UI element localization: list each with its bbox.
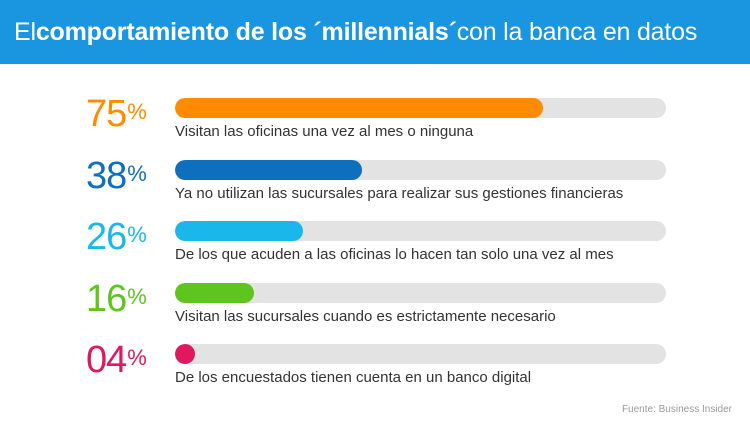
value-label: 04% bbox=[86, 338, 147, 382]
bar-row-04: 04% De los encuestados tienen cuenta en u… bbox=[0, 339, 750, 394]
value-number: 75 bbox=[86, 93, 127, 135]
bar-track bbox=[175, 159, 666, 180]
bar-description: De los encuestados tienen cuenta en un b… bbox=[175, 369, 532, 386]
bar-description: Visitan las oficinas una vez al mes o ni… bbox=[175, 123, 474, 140]
bar-track bbox=[175, 344, 666, 364]
bar-description: De los que acuden a las oficinas lo hace… bbox=[175, 246, 614, 263]
bar-track bbox=[175, 221, 666, 241]
value-number: 16 bbox=[86, 277, 127, 320]
bar-fill bbox=[175, 98, 544, 118]
percent-sign: % bbox=[127, 283, 147, 309]
percent-sign: % bbox=[127, 222, 147, 247]
title-prefix: El bbox=[14, 17, 36, 46]
bar-fill bbox=[175, 221, 303, 241]
percent-sign: % bbox=[127, 99, 147, 124]
bar-fill bbox=[175, 282, 254, 303]
bar-track bbox=[175, 98, 666, 118]
bar-row-38: 38% Ya no utilizan las sucursales para re… bbox=[0, 155, 750, 210]
bar-row-26: 26% De los que acuden a las oficinas lo h… bbox=[0, 216, 750, 271]
title-suffix: con la banca en datos bbox=[456, 17, 698, 46]
value-number: 04 bbox=[86, 339, 127, 381]
bar-track bbox=[175, 282, 666, 303]
percent-sign: % bbox=[127, 345, 147, 370]
value-label: 16% bbox=[86, 277, 147, 321]
value-label: 38% bbox=[86, 154, 147, 198]
value-number: 38 bbox=[86, 154, 127, 197]
value-label: 75% bbox=[86, 92, 147, 136]
percent-sign: % bbox=[127, 160, 147, 186]
bar-fill bbox=[175, 344, 195, 364]
bar-description: Visitan las sucursales cuando es estrict… bbox=[175, 307, 556, 325]
value-number: 26 bbox=[86, 216, 127, 258]
header-banner: El comportamiento de los ´millennials´ c… bbox=[0, 0, 750, 64]
bar-row-16: 16% Visitan las sucursales cuando es estr… bbox=[0, 278, 750, 333]
bar-row-75: 75% Visitan las oficinas una vez al mes o… bbox=[0, 93, 750, 148]
source-note: Fuente: Business Insider bbox=[621, 404, 732, 415]
bar-fill bbox=[175, 159, 362, 180]
value-label: 26% bbox=[86, 215, 147, 259]
bar-description: Ya no utilizan las sucursales para reali… bbox=[175, 184, 624, 202]
title-bold: comportamiento de los ´millennials´ bbox=[35, 17, 457, 46]
